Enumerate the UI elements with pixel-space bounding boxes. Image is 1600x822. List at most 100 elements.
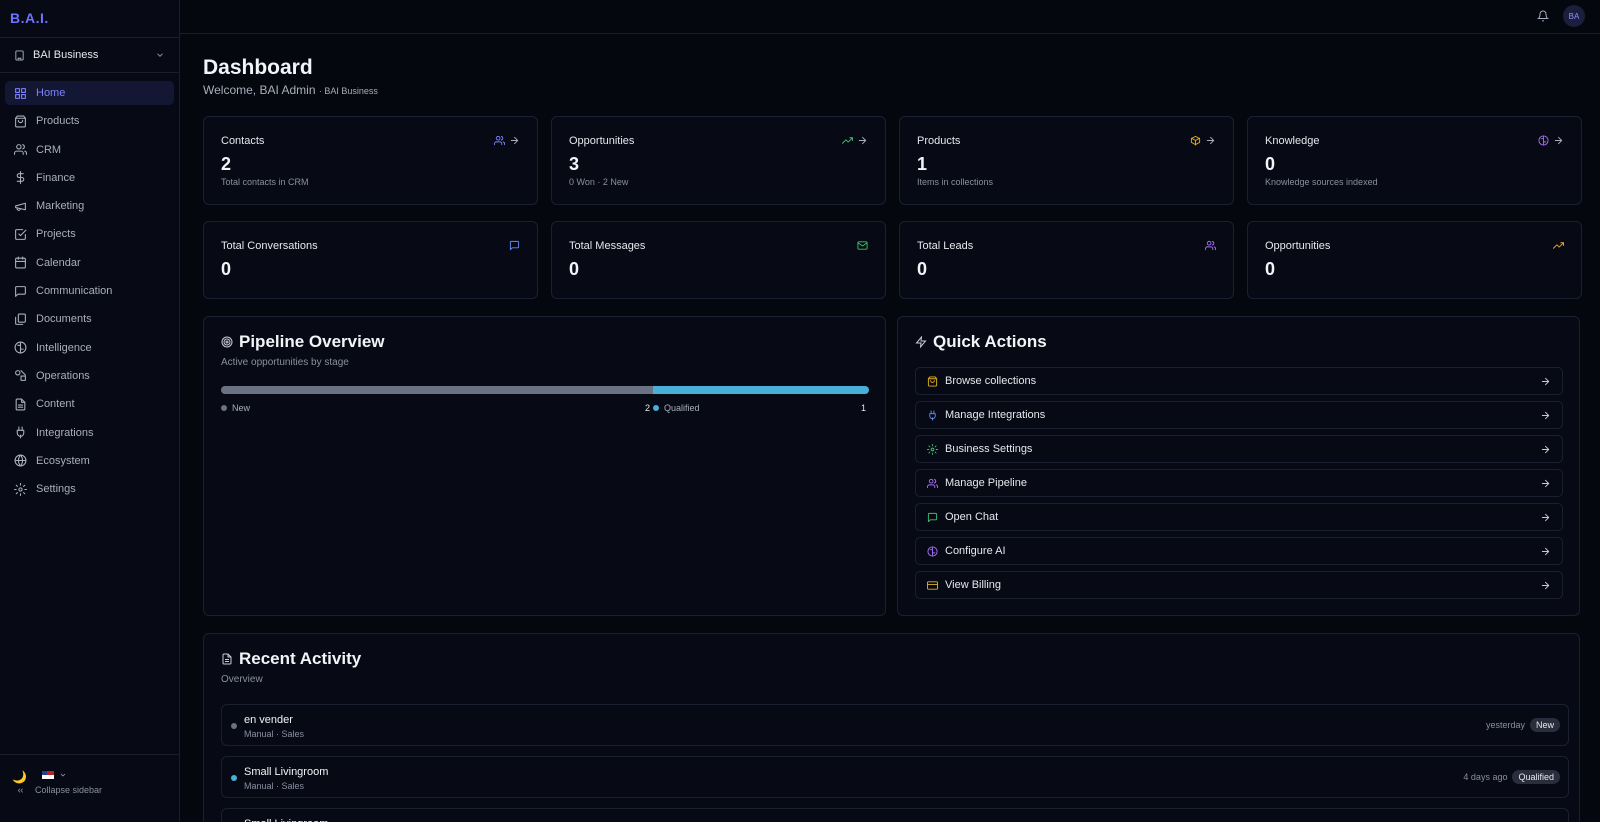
pipeline-bar xyxy=(221,386,869,394)
stat-card-opportunities[interactable]: Opportunities 3 0 Won · 2 New xyxy=(551,116,886,205)
recent-activity-card: Recent Activity Overview en vender Manua… xyxy=(203,633,1580,822)
sidebar-item-marketing[interactable]: Marketing xyxy=(5,194,174,218)
sidebar-item-operations[interactable]: Operations xyxy=(5,364,174,388)
activity-time: yesterday xyxy=(1485,720,1525,730)
collapse-sidebar-button[interactable]: Collapse sidebar xyxy=(16,785,102,795)
sidebar-item-projects[interactable]: Projects xyxy=(5,222,174,246)
pipeline-subtitle: Active opportunities by stage xyxy=(221,357,349,368)
recent-activity-title: Recent Activity xyxy=(221,649,361,669)
brand-logo[interactable]: B.A.I. xyxy=(10,10,49,26)
moon-icon[interactable]: 🌙 xyxy=(12,770,27,784)
arrow-right-icon xyxy=(858,136,867,145)
quick-action-label: Open Chat xyxy=(945,511,999,523)
bell-icon[interactable] xyxy=(1537,10,1549,22)
arrow-right-icon-wrap xyxy=(1540,444,1551,458)
box-icon xyxy=(1190,135,1201,146)
arrow-right-icon xyxy=(1541,445,1550,454)
arrow-right-icon xyxy=(1541,377,1550,386)
metric-card-total-conversations: Total Conversations 0 xyxy=(203,221,538,299)
arrow-right-icon-wrap xyxy=(1540,580,1551,594)
activity-item[interactable]: Small Livingroom xyxy=(221,808,1569,822)
language-selector[interactable] xyxy=(42,771,67,779)
checkbox-icon xyxy=(15,229,27,240)
brain-icon xyxy=(927,545,938,557)
arrow-right-icon xyxy=(1554,136,1563,145)
stat-icons xyxy=(1538,135,1564,146)
sidebar-item-label: Products xyxy=(36,115,80,128)
sidebar-footer: 🌙 Collapse sidebar xyxy=(0,754,179,822)
sidebar-item-documents[interactable]: Documents xyxy=(5,307,174,331)
stat-title: Contacts xyxy=(221,135,265,147)
arrow-right-icon-wrap xyxy=(1540,512,1551,526)
activity-meta: Manual · Sales xyxy=(244,729,305,739)
quick-actions-title: Quick Actions xyxy=(915,332,1047,352)
sidebar-item-label: Finance xyxy=(36,171,76,184)
sidebar-item-integrations[interactable]: Integrations xyxy=(5,421,174,445)
chat-icon xyxy=(15,285,26,297)
activity-name: Small Livingroom xyxy=(244,766,329,778)
activity-meta: Manual · Sales xyxy=(244,781,305,791)
quick-action-browse-collections[interactable]: Browse collections xyxy=(915,367,1563,395)
quick-action-manage-integrations[interactable]: Manage Integrations xyxy=(915,401,1563,429)
business-selector-label: BAI Business xyxy=(33,49,99,61)
grid-icon xyxy=(15,87,26,99)
metric-title: Opportunities xyxy=(1265,240,1331,252)
arrow-right-icon xyxy=(1541,547,1550,556)
stat-card-knowledge[interactable]: Knowledge 0 Knowledge sources indexed xyxy=(1247,116,1582,205)
quick-action-label: Configure AI xyxy=(945,545,1006,557)
shopping-bag-icon xyxy=(15,115,26,128)
brain-icon xyxy=(1538,135,1549,146)
user-avatar[interactable]: BA xyxy=(1563,5,1585,27)
target-icon xyxy=(221,336,233,348)
stat-card-contacts[interactable]: Contacts 2 Total contacts in CRM xyxy=(203,116,538,205)
quick-action-configure-ai[interactable]: Configure AI xyxy=(915,537,1563,565)
pipeline-legend-new: New xyxy=(221,403,250,413)
page-title: Dashboard xyxy=(203,56,313,79)
gear-icon xyxy=(14,482,27,496)
sidebar-item-finance[interactable]: Finance xyxy=(5,166,174,190)
status-badge: Qualified xyxy=(1512,770,1560,784)
legend-dot xyxy=(221,405,227,411)
metric-card-total-leads: Total Leads 0 xyxy=(899,221,1234,299)
quick-action-label: Business Settings xyxy=(945,443,1033,455)
users-icon xyxy=(14,144,27,156)
sidebar-item-communication[interactable]: Communication xyxy=(5,279,174,303)
sidebar-item-settings[interactable]: Settings xyxy=(5,477,174,501)
sidebar-item-intelligence[interactable]: Intelligence xyxy=(5,336,174,360)
sidebar-item-home[interactable]: Home xyxy=(5,81,174,105)
sidebar-item-label: Communication xyxy=(36,285,113,298)
quick-action-open-chat[interactable]: Open Chat xyxy=(915,503,1563,531)
calendar-icon xyxy=(15,256,26,269)
sidebar-item-label: Intelligence xyxy=(36,341,92,354)
zap-icon xyxy=(915,336,927,348)
quick-actions-card: Quick Actions Browse collections Manage … xyxy=(897,316,1580,616)
sidebar-item-content[interactable]: Content xyxy=(5,392,174,416)
gear-icon xyxy=(927,443,938,455)
arrow-right-icon xyxy=(1541,411,1550,420)
stat-title: Products xyxy=(917,135,961,147)
activity-item[interactable]: en vender Manual · Sales yesterday New xyxy=(221,704,1569,746)
sidebar-item-calendar[interactable]: Calendar xyxy=(5,251,174,275)
business-selector[interactable]: BAI Business xyxy=(0,37,179,73)
building-icon xyxy=(15,49,24,61)
metric-icon-wrap xyxy=(1205,240,1216,251)
arrow-right-icon-wrap xyxy=(1540,410,1551,424)
activity-item[interactable]: Small Livingroom Manual · Sales 4 days a… xyxy=(221,756,1569,798)
metric-icon-wrap xyxy=(857,240,868,251)
arrow-right-icon xyxy=(1541,513,1550,522)
quick-action-view-billing[interactable]: View Billing xyxy=(915,571,1563,599)
sidebar-item-products[interactable]: Products xyxy=(5,109,174,133)
globe-icon xyxy=(14,454,27,467)
quick-action-business-settings[interactable]: Business Settings xyxy=(915,435,1563,463)
stat-description: Total contacts in CRM xyxy=(221,177,309,187)
metric-icon-wrap xyxy=(1553,240,1564,251)
mail-icon xyxy=(857,241,868,250)
pipeline-segment-qualified xyxy=(653,386,869,394)
quick-action-manage-pipeline[interactable]: Manage Pipeline xyxy=(915,469,1563,497)
dollar-icon xyxy=(16,171,25,185)
stat-title: Knowledge xyxy=(1265,135,1320,147)
sidebar-item-ecosystem[interactable]: Ecosystem xyxy=(5,449,174,473)
stat-card-products[interactable]: Products 1 Items in collections xyxy=(899,116,1234,205)
shapes-icon xyxy=(15,370,26,382)
sidebar-item-crm[interactable]: CRM xyxy=(5,138,174,162)
